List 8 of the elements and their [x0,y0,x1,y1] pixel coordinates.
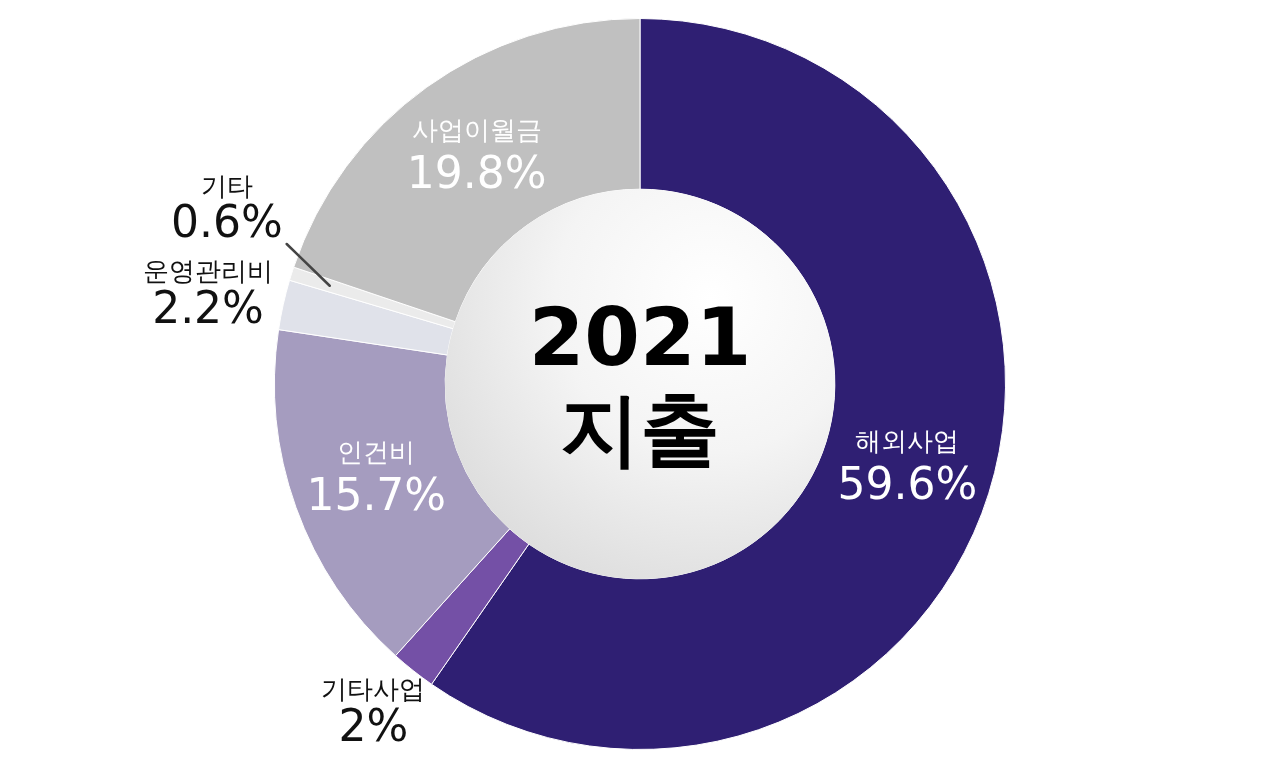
data-label: 15.7% [306,469,447,521]
slice-label: 해외사업 [855,426,960,457]
slice-label: 인건비 [337,437,416,468]
slice-label: 기타 [200,170,253,201]
text: 2021 지출 [527,291,753,476]
slice-label: 사업이월금 [411,115,542,146]
data-label: 59.6% [837,458,978,510]
data-label: 19.8% [406,146,547,198]
